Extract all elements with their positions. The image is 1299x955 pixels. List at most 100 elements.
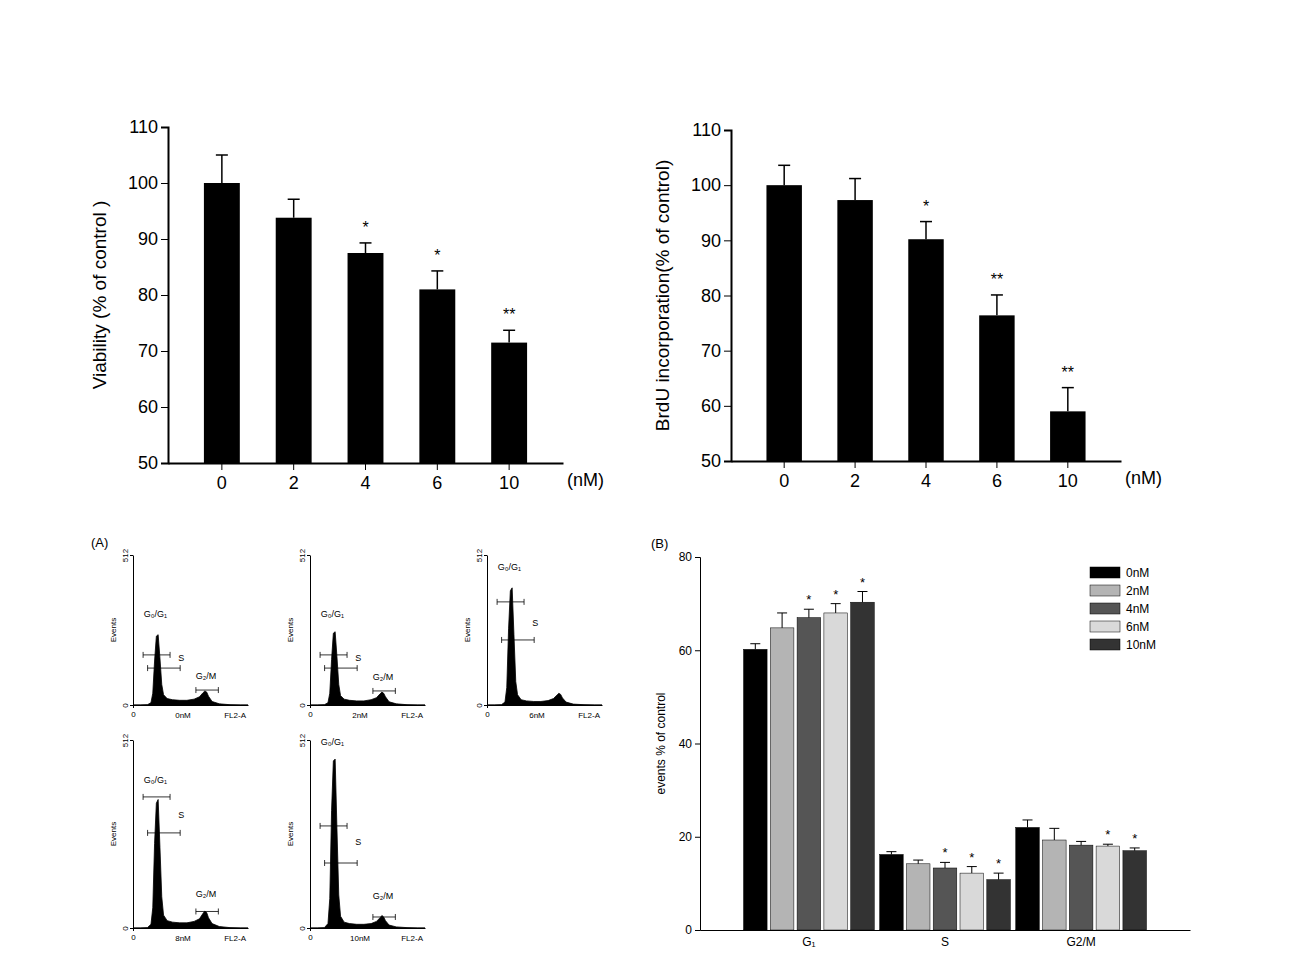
tick: 2 (289, 463, 299, 493)
error-line (365, 243, 367, 253)
tick-mark (307, 928, 310, 929)
error-cap (1103, 844, 1113, 845)
gate-end (147, 665, 148, 671)
dose-label: 0nM (175, 711, 191, 720)
tick-mark (130, 705, 133, 706)
gate (497, 599, 524, 605)
y-axis: 0512 (298, 733, 311, 930)
tick-label: 80 (701, 286, 721, 306)
error-bar (994, 873, 1004, 880)
x-axis-label: FL2-A (224, 711, 246, 720)
tick-mark (161, 463, 168, 464)
gate-end (170, 652, 171, 658)
gate-end (347, 823, 348, 829)
histogram-area (487, 588, 602, 705)
error-cap (1023, 819, 1033, 820)
significance: * (996, 856, 1001, 871)
significance: ** (503, 306, 515, 323)
y-axis-label: events % of control (654, 692, 668, 794)
error-cap (360, 242, 372, 244)
x-axis-label: (nM) (1125, 468, 1162, 488)
gate-end (143, 794, 144, 800)
error-bar (503, 330, 515, 342)
significance: * (969, 850, 974, 865)
tick: 110 (692, 120, 731, 140)
significance: * (923, 198, 929, 215)
y-axis-label: Events (109, 822, 118, 846)
tick-mark (724, 351, 731, 352)
error-line (221, 155, 223, 183)
tick-mark (1067, 461, 1068, 468)
error-cap (288, 198, 300, 200)
tick-label: 0 (308, 933, 313, 942)
tick-label: 512 (475, 548, 484, 562)
tick-mark (784, 461, 785, 468)
bar (987, 880, 1011, 930)
tick: 0 (217, 463, 227, 493)
error-cap (804, 609, 814, 610)
legend-swatch (1090, 621, 1120, 632)
error-bar (778, 165, 790, 185)
error-line (1027, 820, 1028, 827)
tick-label: 0 (121, 703, 130, 708)
gate (320, 823, 347, 829)
tick-label: 0 (131, 710, 136, 719)
bar (744, 649, 768, 930)
error-bar (886, 852, 896, 855)
tick-label: 0 (131, 933, 136, 942)
plot-area (744, 592, 1147, 930)
tick: 4 (921, 461, 931, 491)
x-axis-label: FL2-A (401, 711, 423, 720)
gate-end (218, 687, 219, 693)
tick-label: 0 (308, 710, 313, 719)
tick: 50 (138, 453, 168, 473)
error-cap (913, 860, 923, 861)
error-bar (967, 867, 977, 874)
tick-label: 70 (138, 341, 158, 361)
gate (373, 914, 395, 920)
tick-mark (509, 463, 510, 470)
tick-label: 80 (138, 285, 158, 305)
error-bar (991, 295, 1003, 315)
significance: * (806, 592, 811, 607)
tick-mark (161, 351, 168, 352)
plot-area (487, 588, 602, 705)
gate-line (143, 796, 170, 797)
tick-label: 4 (360, 473, 370, 493)
tick-mark (695, 557, 700, 558)
y-axis: 5060708090100110 (691, 120, 732, 471)
tick-label: 70 (701, 341, 721, 361)
tick-mark (724, 130, 731, 131)
gate-end (320, 823, 321, 829)
tick: 512 (298, 548, 310, 562)
histogram-area (133, 635, 248, 705)
tick-mark (484, 555, 487, 556)
x-axis: 024610 (732, 461, 1122, 491)
tick-label: 0 (121, 926, 130, 931)
tick-mark (133, 705, 134, 708)
tick-mark (855, 461, 856, 468)
bar (1123, 851, 1147, 930)
significance: * (860, 575, 865, 590)
error-bar (288, 199, 300, 217)
legend-item: 2nM (1090, 584, 1149, 598)
tick-label: 0 (485, 710, 490, 719)
tick-mark (724, 406, 731, 407)
tick: 0 (121, 926, 133, 931)
tick: 80 (701, 286, 731, 306)
legend-item: 0nM (1090, 566, 1149, 580)
gate-end (357, 860, 358, 866)
significance: ** (991, 271, 1003, 288)
legend-item: 6nM (1090, 620, 1149, 634)
bar (797, 618, 821, 930)
legend: 0nM2nM4nM6nM10nM (1090, 566, 1156, 652)
bar (851, 602, 875, 930)
gate (325, 860, 358, 866)
peak-label: G₀/G₁ (144, 775, 167, 785)
gate-end (180, 665, 181, 671)
tick-label: 60 (701, 396, 721, 416)
error-cap (431, 270, 443, 272)
x-axis-label: FL2-A (401, 934, 423, 943)
bar (906, 864, 930, 930)
error-cap (994, 873, 1004, 874)
